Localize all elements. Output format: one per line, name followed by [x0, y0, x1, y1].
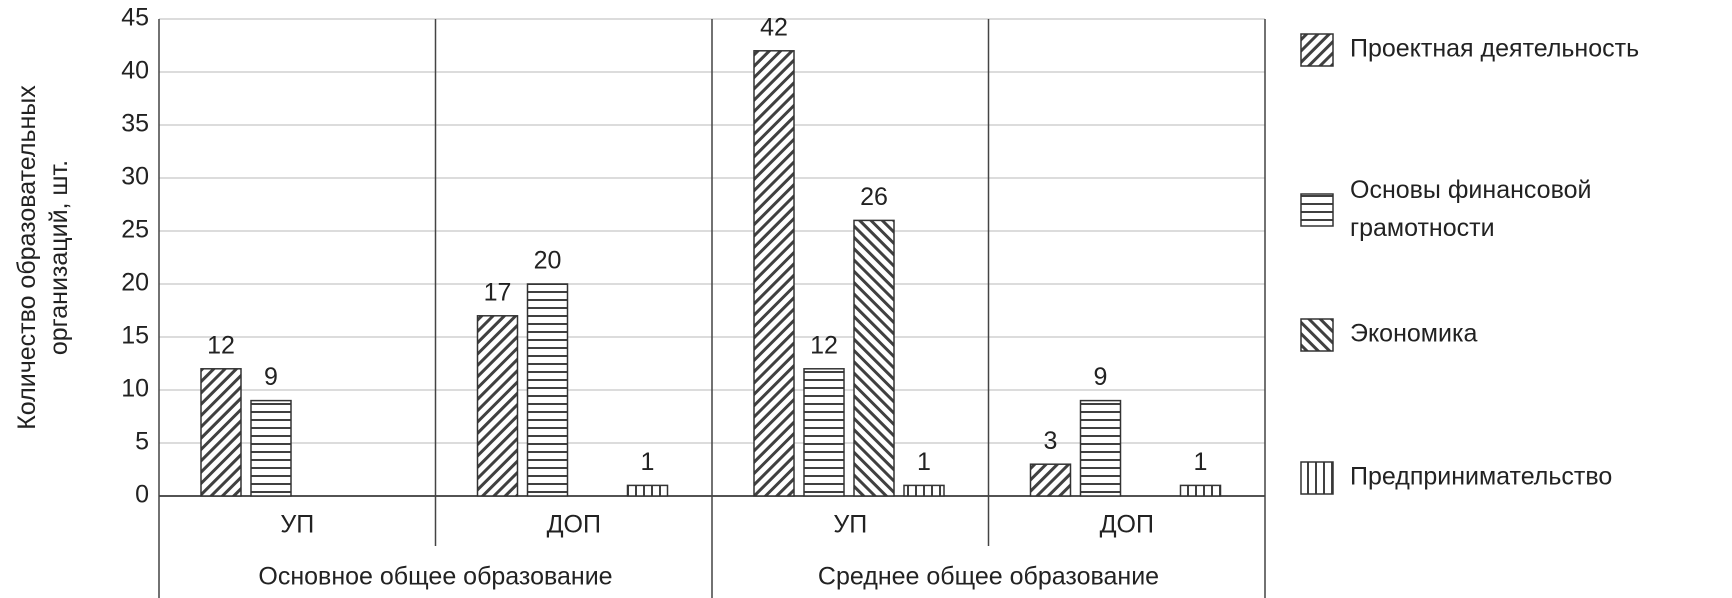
- legend-label: Основы финансовой грамотности: [1350, 176, 1591, 242]
- data-label: 3: [1044, 427, 1058, 455]
- data-label: 12: [810, 331, 838, 359]
- bar: [626, 484, 669, 497]
- legend-label: Проектная деятельность: [1350, 35, 1639, 63]
- data-label: 17: [484, 278, 512, 306]
- y-tick-label: 10: [121, 375, 149, 403]
- y-tick-label: 40: [121, 57, 149, 85]
- bar: [1029, 463, 1072, 497]
- group-label: Среднее общее образование: [818, 563, 1159, 591]
- y-tick-label: 20: [121, 269, 149, 297]
- y-tick-label: 35: [121, 110, 149, 138]
- data-label: 1: [641, 448, 655, 476]
- data-label: 1: [917, 448, 931, 476]
- legend-swatch: [1300, 461, 1334, 495]
- x-tick-label: УП: [280, 511, 314, 539]
- y-tick-label: 25: [121, 216, 149, 244]
- legend-swatch: [1300, 193, 1334, 227]
- x-tick-label: ДОП: [1100, 511, 1154, 539]
- bar: [803, 368, 845, 497]
- data-label: 20: [534, 247, 562, 275]
- legend-label: Экономика: [1350, 320, 1477, 348]
- legend-swatch: [1300, 318, 1334, 352]
- bar: [1179, 484, 1222, 497]
- group-label: Основное общее образование: [258, 563, 612, 591]
- y-axis-label: Количество образовательных организаций, ш…: [13, 85, 73, 430]
- data-label: 26: [860, 183, 888, 211]
- y-tick-label: 15: [121, 322, 149, 350]
- y-tick-label: 0: [135, 481, 149, 509]
- bar: [476, 315, 519, 497]
- legend-swatch: [1300, 33, 1334, 67]
- y-tick-label: 30: [121, 163, 149, 191]
- x-tick-label: ДОП: [547, 511, 601, 539]
- data-label: 42: [760, 13, 788, 41]
- data-label: 12: [207, 331, 235, 359]
- data-label: 1: [1194, 448, 1208, 476]
- y-tick-label: 45: [121, 4, 149, 32]
- bar: [903, 484, 945, 497]
- bar: [753, 50, 795, 497]
- legend-label: Предпринимательство: [1350, 463, 1612, 491]
- data-label: 9: [264, 363, 278, 391]
- bar: [250, 399, 292, 497]
- x-tick-label: УП: [833, 511, 867, 539]
- y-tick-label: 5: [135, 428, 149, 456]
- data-label: 9: [1094, 363, 1108, 391]
- bar: [1079, 399, 1122, 497]
- bar: [526, 283, 569, 497]
- bar: [200, 368, 242, 497]
- bar: [853, 219, 895, 497]
